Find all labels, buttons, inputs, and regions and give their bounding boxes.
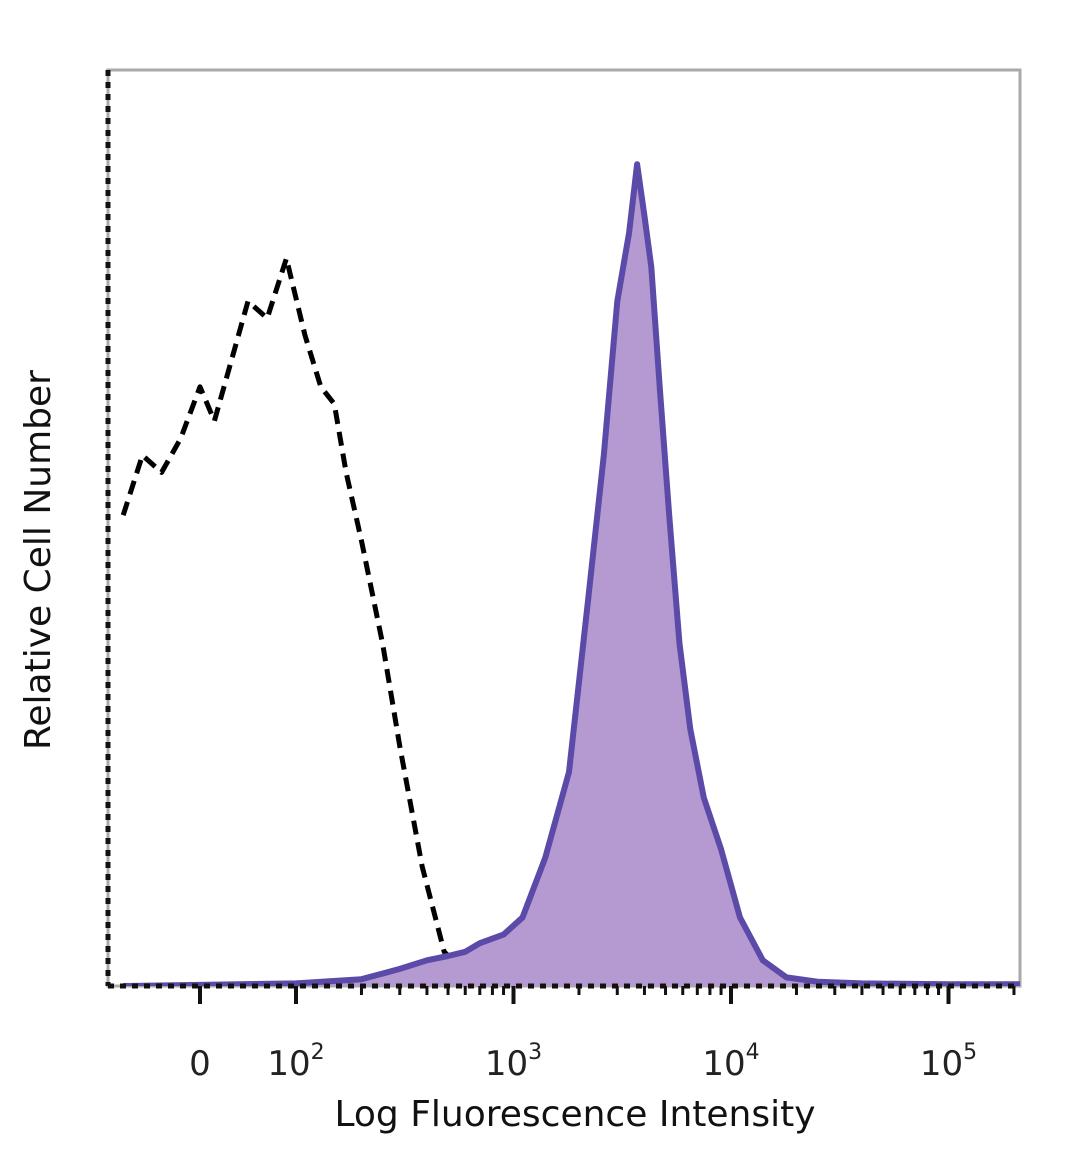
x-tick-label-1: 102 xyxy=(267,1040,324,1084)
tick-layer: 0 102 103 104 105 xyxy=(189,986,1016,1084)
series-layer xyxy=(120,161,1020,986)
x-tick-label-0: 0 xyxy=(189,1044,211,1084)
series-1-area xyxy=(123,164,1020,986)
series-0-line xyxy=(120,255,580,986)
x-tick-label-4: 105 xyxy=(920,1040,977,1084)
x-tick-label-3: 104 xyxy=(702,1040,759,1084)
x-tick-label-2: 103 xyxy=(485,1040,542,1084)
y-axis-title: Relative Cell Number xyxy=(18,370,59,750)
x-axis-title: Log Fluorescence Intensity xyxy=(334,1094,815,1135)
series-1-line xyxy=(123,161,1020,986)
